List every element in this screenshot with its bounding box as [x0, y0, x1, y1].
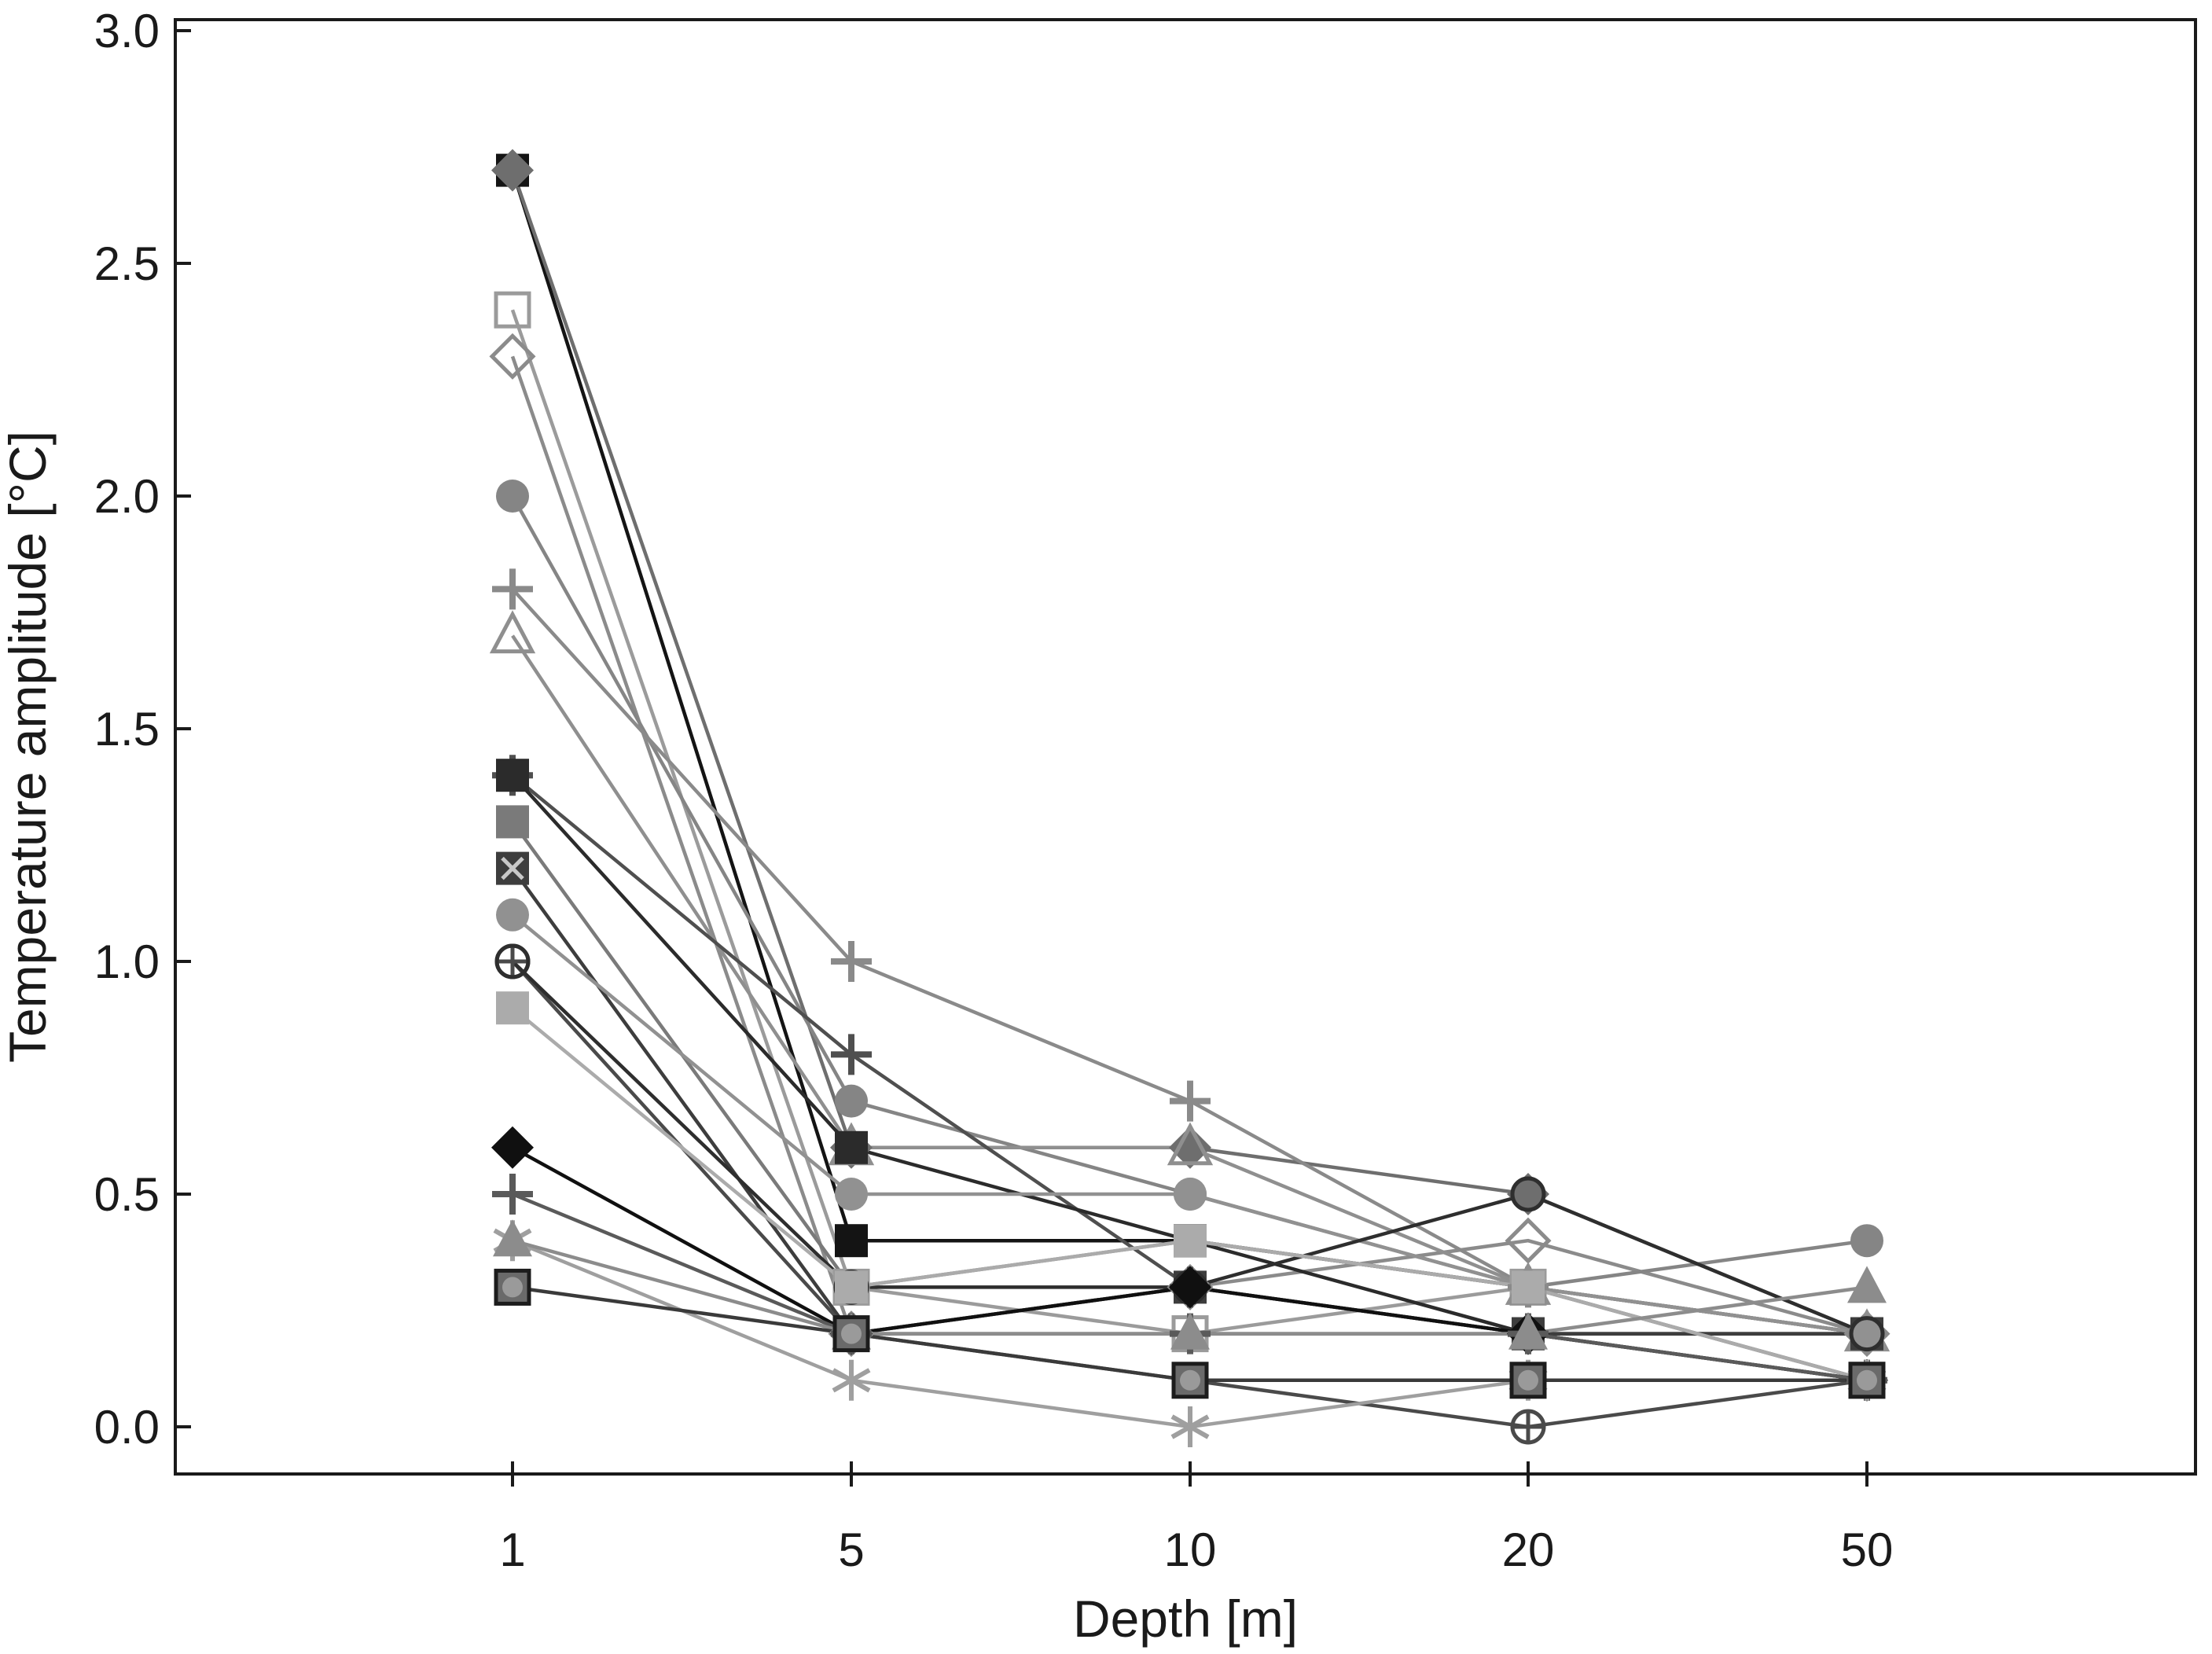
marker-open-dark-circle-depth-1	[494, 943, 531, 980]
y-axis-title: Temperature amplitude [°C]	[0, 431, 57, 1063]
marker-gray-filled-circle-depth-50	[1850, 1224, 1883, 1258]
marker-gray-filled-triangle-depth-20	[1508, 1312, 1548, 1350]
series-line-gray-plus	[511, 587, 1868, 1336]
marker-light-gray-square-depth-10	[1174, 1224, 1207, 1258]
marker-medium-plus-depth-1	[492, 1174, 533, 1215]
series-markers-layer	[489, 149, 1890, 1447]
plot-border	[174, 18, 2197, 1476]
y-tick-label: 2.5	[94, 237, 160, 290]
x-axis-title: Depth [m]	[1073, 1590, 1298, 1648]
marker-gray-filled-circle-depth-5	[835, 1084, 868, 1118]
marker-light-gray-square-depth-20	[1512, 1270, 1545, 1304]
marker-light-gray-circle-depth-10	[1174, 1178, 1207, 1211]
marker-gray-plus-depth-5	[831, 941, 872, 982]
marker-light-gray-circle-depth-5	[835, 1178, 868, 1211]
marker-open-diamond-depth-20	[1505, 1217, 1552, 1264]
marker-circle-in-square-depth-5	[832, 1315, 870, 1353]
x-tick-label: 1	[499, 1524, 525, 1576]
x-axis-ticks: 1 5 10 20 50	[499, 1461, 1893, 1576]
marker-open-square-depth-1	[494, 291, 531, 329]
y-tick-label: 0.0	[94, 1401, 160, 1454]
y-tick-label: 1.5	[94, 703, 160, 755]
marker-light-gray-square-depth-5	[835, 1270, 868, 1304]
y-tick-label: 2.0	[94, 470, 160, 523]
x-tick-label: 5	[838, 1524, 864, 1576]
marker-gray-filled-diamond-depth-10	[1169, 1126, 1211, 1169]
marker-light-gray-square-depth-1	[496, 991, 529, 1025]
marker-black-filled-diamond-depth-10	[1169, 1266, 1211, 1309]
marker-gray-plus-depth-10	[1170, 1080, 1211, 1122]
marker-circle-in-square-depth-50	[1848, 1362, 1886, 1399]
marker-circle-in-square-depth-20	[1509, 1362, 1547, 1399]
marker-dark-filled-square-depth-5	[835, 1130, 868, 1164]
marker-gray-filled-triangle-depth-10	[1170, 1312, 1210, 1350]
x-tick-label: 50	[1841, 1524, 1894, 1576]
marker-black-filled-square-depth-5	[835, 1224, 868, 1258]
y-axis-ticks: 0.0 0.5 1.0 1.5 2.0 2.5 3.0	[94, 5, 191, 1454]
marker-circle-in-square-depth-10	[1171, 1362, 1209, 1399]
marker-gray-plus-depth-1	[492, 568, 533, 610]
marker-gray-asterisk-depth-10	[1170, 1406, 1210, 1447]
marker-open-diamond-depth-1	[489, 333, 536, 380]
marker-open-triangle-depth-10	[1167, 1122, 1214, 1166]
y-tick-label: 1.0	[94, 935, 160, 988]
x-tick-label: 20	[1502, 1524, 1555, 1576]
marker-mid-gray-square-depth-1	[496, 805, 529, 839]
marker-circle-with-plus-depth-20	[1510, 1409, 1546, 1445]
marker-open-dark-circle-depth-20	[1510, 1176, 1546, 1212]
marker-black-filled-diamond-depth-1	[491, 1126, 534, 1169]
marker-light-gray-circle-depth-1	[496, 898, 529, 932]
marker-gray-filled-triangle-depth-50	[1847, 1266, 1887, 1303]
y-tick-label: 0.5	[94, 1168, 160, 1221]
x-tick-label: 10	[1164, 1524, 1217, 1576]
marker-gray-asterisk-depth-5	[832, 1359, 871, 1401]
marker-dark-plus-depth-5	[831, 1034, 872, 1075]
marker-x-in-square-depth-1	[496, 851, 529, 885]
series-line-open-square	[510, 309, 1868, 1382]
marker-gray-filled-diamond-depth-1	[491, 149, 534, 192]
marker-open-dark-circle-depth-50	[1849, 1316, 1885, 1352]
marker-gray-filled-circle-depth-1	[496, 480, 529, 513]
marker-gray-filled-triangle-depth-1	[493, 1219, 532, 1257]
marker-circle-in-square-depth-1	[494, 1268, 531, 1306]
marker-open-triangle-depth-1	[489, 610, 536, 654]
y-tick-label: 3.0	[94, 5, 160, 57]
marker-dark-filled-square-depth-1	[496, 759, 529, 792]
marker-light-gray-circle-depth-50	[1850, 1317, 1883, 1351]
